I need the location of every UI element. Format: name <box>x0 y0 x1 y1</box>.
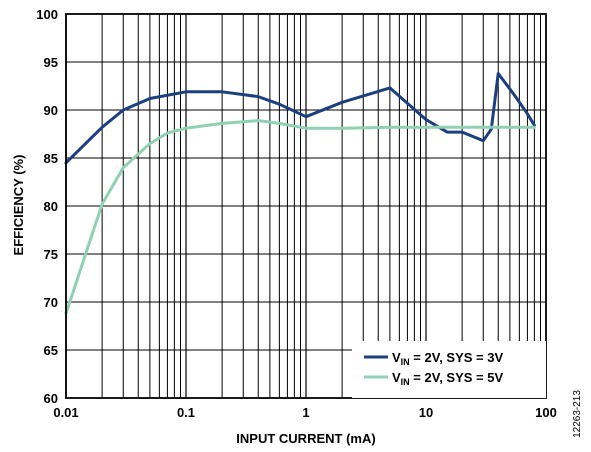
y-tick-label: 80 <box>44 199 58 214</box>
y-tick-label: 90 <box>44 103 58 118</box>
y-tick-label: 75 <box>44 247 58 262</box>
plot-frame <box>65 13 547 399</box>
x-tick-labels: 0.01 0.1 1 10 100 <box>53 405 557 420</box>
legend: VIN = 2V, SYS = 3V VIN = 2V, SYS = 5V <box>352 341 546 398</box>
y-axis-title: EFFICIENCY (%) <box>11 155 26 256</box>
y-tick-labels: 60 65 70 75 80 85 90 95 100 <box>36 7 58 406</box>
x-tick-label: 100 <box>535 405 557 420</box>
x-tick-label: 1 <box>302 405 309 420</box>
y-tick-label: 65 <box>44 343 58 358</box>
x-tick-label: 0.01 <box>53 405 78 420</box>
x-tick-label: 0.1 <box>177 405 195 420</box>
legend-label-2: VIN = 2V, SYS = 5V <box>392 370 503 387</box>
series-lines <box>64 72 536 315</box>
y-tick-label: 60 <box>44 391 58 406</box>
series-line-1 <box>64 72 536 165</box>
series-line-2 <box>64 119 536 315</box>
figure-id: 12263-213 <box>572 390 583 438</box>
y-tick-label: 70 <box>44 295 58 310</box>
y-tick-label: 85 <box>44 151 58 166</box>
y-tick-label: 95 <box>44 55 58 70</box>
y-tick-label: 100 <box>36 7 58 22</box>
legend-box <box>352 341 546 398</box>
x-tick-label: 10 <box>419 405 433 420</box>
x-axis-title: INPUT CURRENT (mA) <box>236 431 375 446</box>
legend-label-1: VIN = 2V, SYS = 3V <box>392 350 503 367</box>
